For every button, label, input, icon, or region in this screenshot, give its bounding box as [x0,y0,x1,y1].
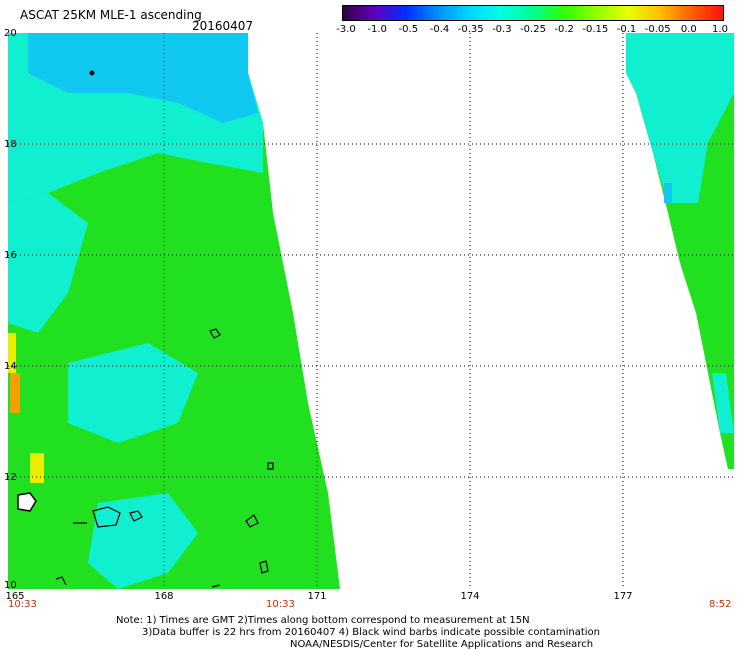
swath-left-blue-top [28,33,258,123]
swath-right-cyan [626,33,734,203]
lon-label-177: 177 [613,591,633,602]
island-outline [92,506,121,528]
note-line-1: Note: 1) Times are GMT 2)Times along bot… [116,615,530,626]
island-outline [211,584,221,588]
lat-lon-grid [8,33,734,589]
island-outline [17,492,37,512]
lon-label-174: 174 [460,591,480,602]
island-outline [259,560,269,574]
lat-label-12: 12 [4,472,17,483]
swath-left-orange [10,373,20,413]
colorbar-tick-label: 1.0 [712,24,728,35]
note-line-2: 3)Data buffer is 22 hrs from 20160407 4)… [142,627,600,638]
colorbar-tick-label: -0.05 [644,24,671,35]
time-label-right: 8:52 [709,599,732,610]
colorbar-labels: -3.0 -1.0 -0.5 -0.4 -0.35 -0.3 -0.25 -0.2 -0.15-… [0,24,740,38]
swath-right [626,33,734,469]
lat-label-14: 14 [4,361,17,372]
colorbar-tick-label: -0.15 [582,24,609,35]
lon-label-168: 168 [154,591,174,602]
lat-label-20: 20 [4,28,17,39]
lat-label-10: 10 [4,580,17,591]
time-label-left: 10:33 [8,599,37,610]
colorbar-tick-label: -0.5 [398,24,419,35]
swath-left-cyan-mid [8,193,88,333]
swath-right-cyan-low [712,373,734,433]
swath-left-cyan-center [68,343,198,443]
time-label-middle: 10:33 [266,599,295,610]
colorbar-tick-label: -3.0 [336,24,356,35]
colorbar-tick-label: 0.0 [680,24,697,35]
island-outline [55,576,67,586]
island-outline [245,514,259,528]
swath-right-blue [664,183,672,203]
colorbar-tick-label: -0.2 [554,24,574,35]
island-outline [129,510,143,522]
colorbar-tick-label: -0.35 [457,24,484,35]
colorbar-tick-label: -1.0 [367,24,387,35]
lat-label-18: 18 [4,139,17,150]
swath-left [8,33,340,589]
island-outline [267,462,274,470]
island-outline [209,328,221,339]
colorbar-tick-label: -0.1 [616,24,637,35]
map-date: 20160407 [192,19,254,33]
map-plot [8,33,734,589]
map-title: ASCAT 25KM MLE-1 ascending [20,8,202,22]
island-dot [89,70,95,76]
lat-label-16: 16 [4,250,17,261]
colorbar-tick-label: -0.3 [492,24,512,35]
note-line-3: NOAA/NESDIS/Center for Satellite Applica… [290,639,594,650]
swath-left-yellow [8,333,16,373]
colorbar [342,5,724,21]
colorbar-tick-label: -0.4 [429,24,450,35]
swath-left-cyan-bottom [88,493,198,589]
colorbar-tick-label: -0.25 [520,24,546,35]
lon-label-171: 171 [307,591,327,602]
swath-left-yellow-low [30,453,44,483]
lon-label-165: 165 [5,591,25,602]
